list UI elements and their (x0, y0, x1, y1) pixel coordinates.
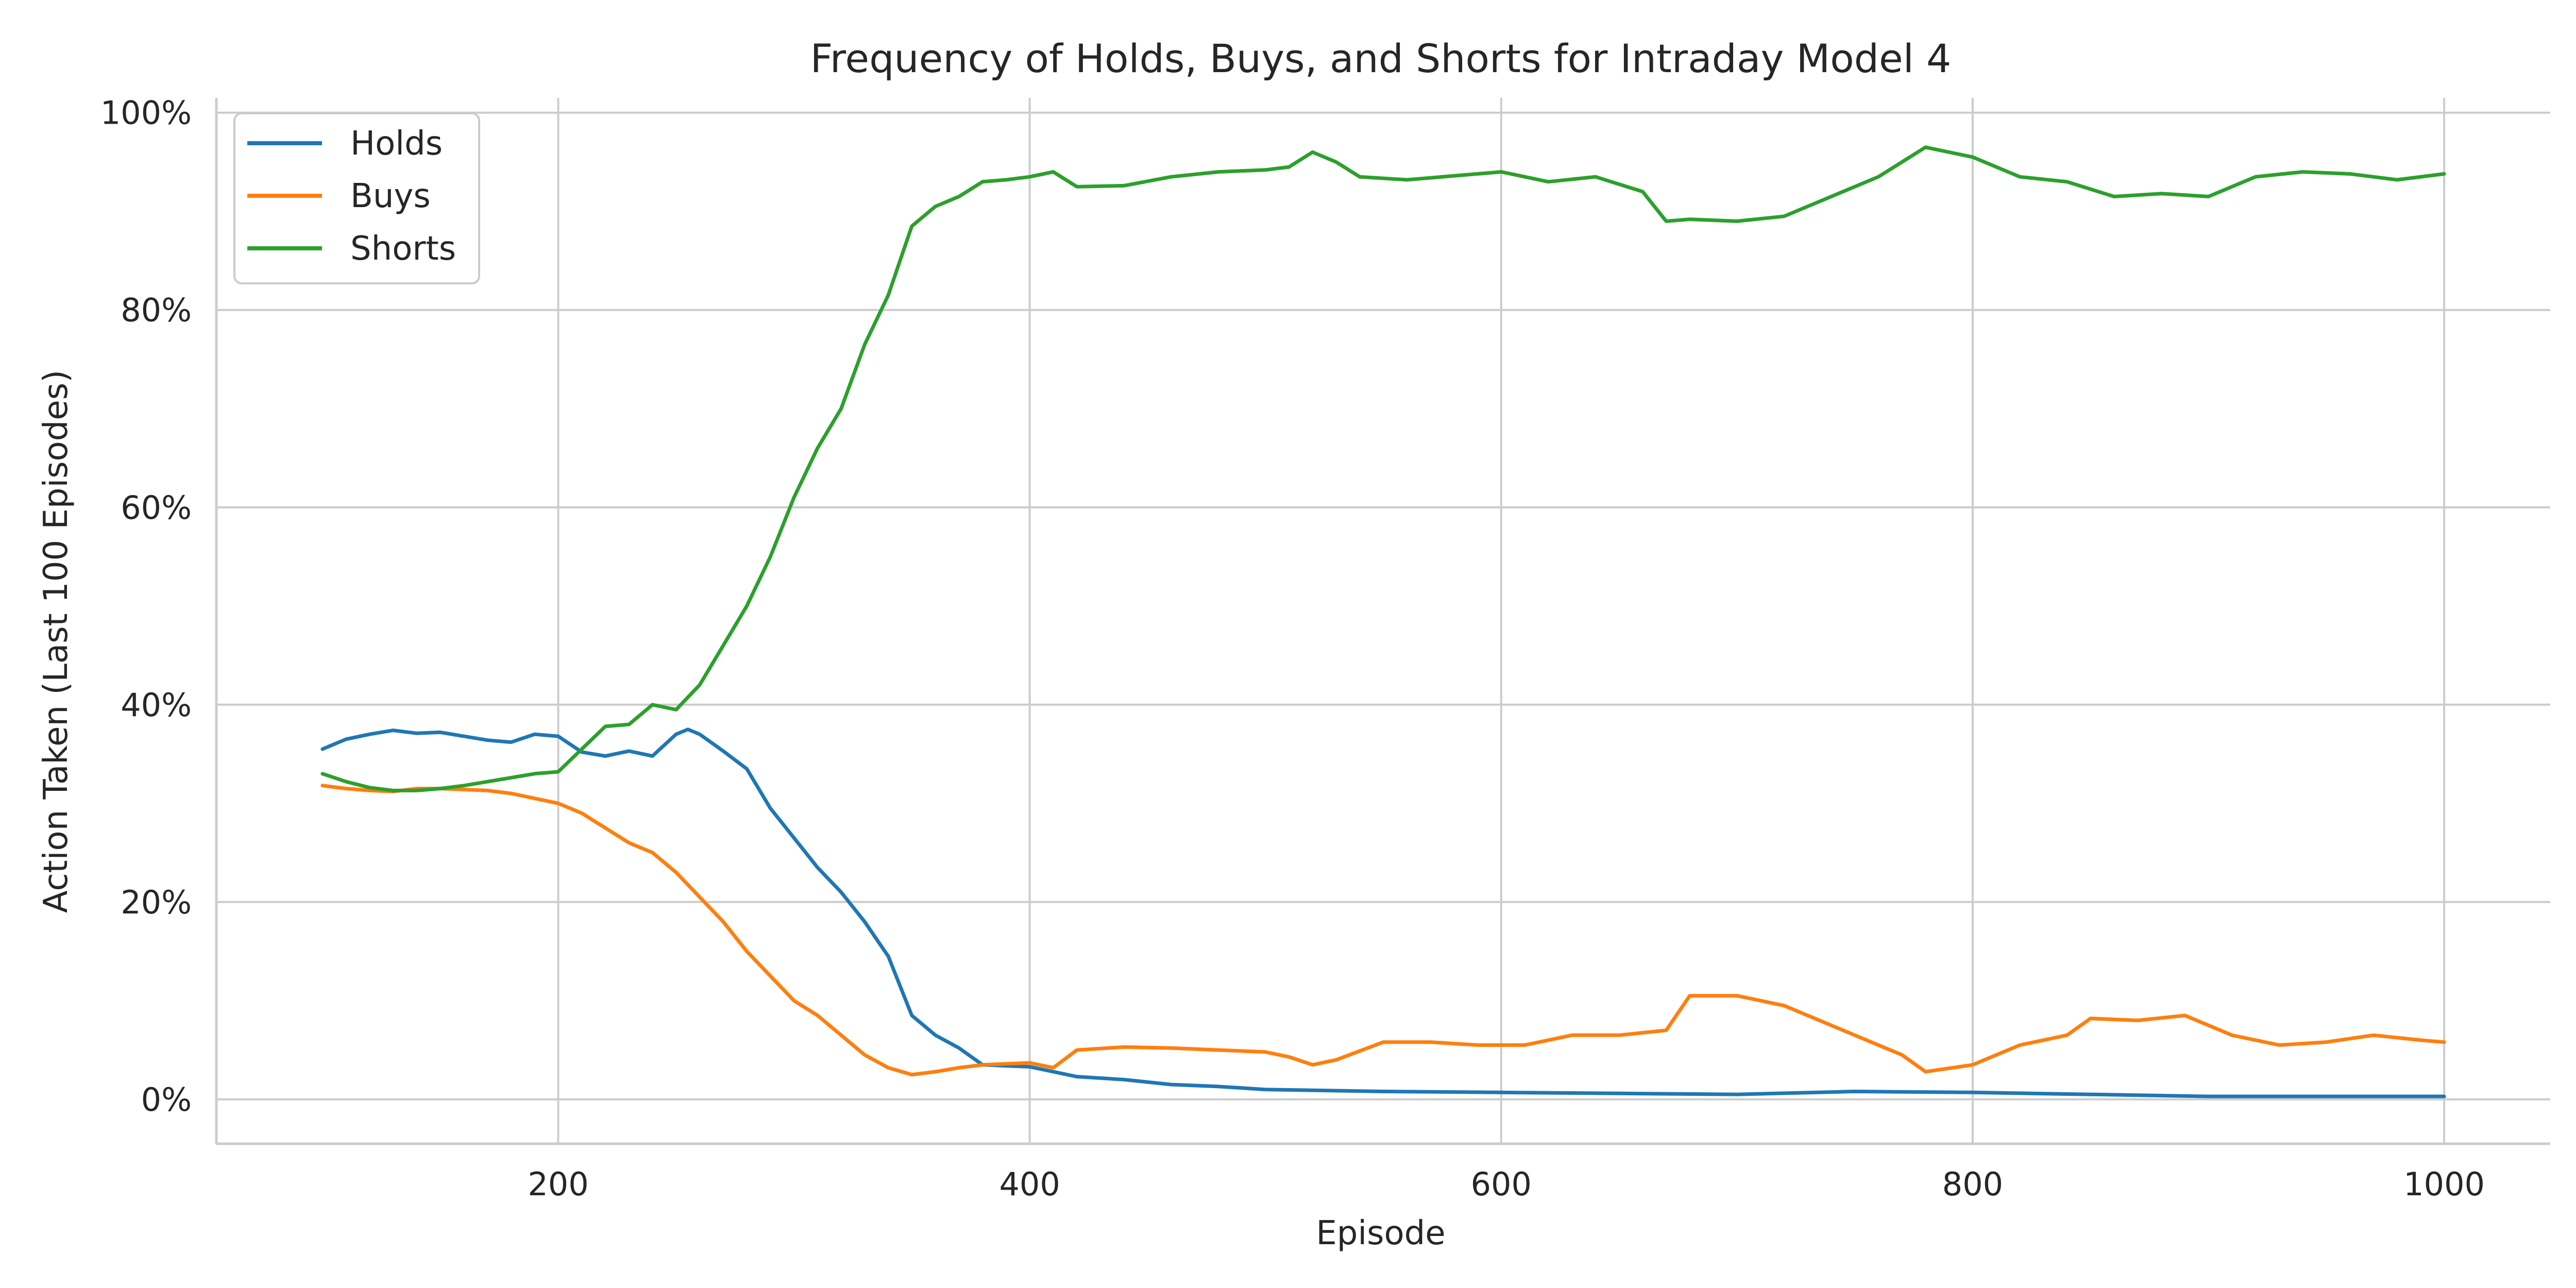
y-axis-label: Action Taken (Last 100 Episodes) (37, 370, 75, 913)
axis-spines (215, 98, 2550, 1145)
y-tick-label: 100% (100, 94, 192, 132)
y-tick-label: 40% (121, 686, 192, 724)
x-axis-ticks: 200 400 600 800 1000 (528, 1165, 2485, 1203)
series-line-buys (320, 784, 2446, 1077)
series-line-shorts (320, 145, 2446, 792)
x-tick-label: 800 (1942, 1165, 2003, 1203)
legend-label-shorts: Shorts (350, 230, 456, 268)
y-axis-ticks: 0% 20% 40% 60% 80% 100% (100, 94, 192, 1118)
x-axis-label: Episode (1316, 1214, 1445, 1252)
x-tick-label: 200 (528, 1165, 588, 1203)
legend-label-buys: Buys (350, 177, 431, 215)
y-tick-label: 20% (121, 884, 192, 921)
y-tick-label: 80% (121, 292, 192, 329)
series-lines (320, 145, 2446, 1098)
y-tick-label: 0% (141, 1081, 192, 1118)
x-tick-label: 400 (999, 1165, 1060, 1203)
legend-box (233, 112, 480, 284)
x-tick-label: 1000 (2403, 1165, 2485, 1203)
series-line-holds (320, 727, 2446, 1098)
legend-label-holds: Holds (350, 125, 443, 163)
chart-title: Frequency of Holds, Buys, and Shorts for… (810, 36, 1952, 81)
grid-lines (216, 98, 2550, 1144)
y-tick-label: 60% (121, 489, 192, 527)
legend: Holds Buys Shorts (233, 112, 480, 284)
x-tick-label: 600 (1471, 1165, 1532, 1203)
